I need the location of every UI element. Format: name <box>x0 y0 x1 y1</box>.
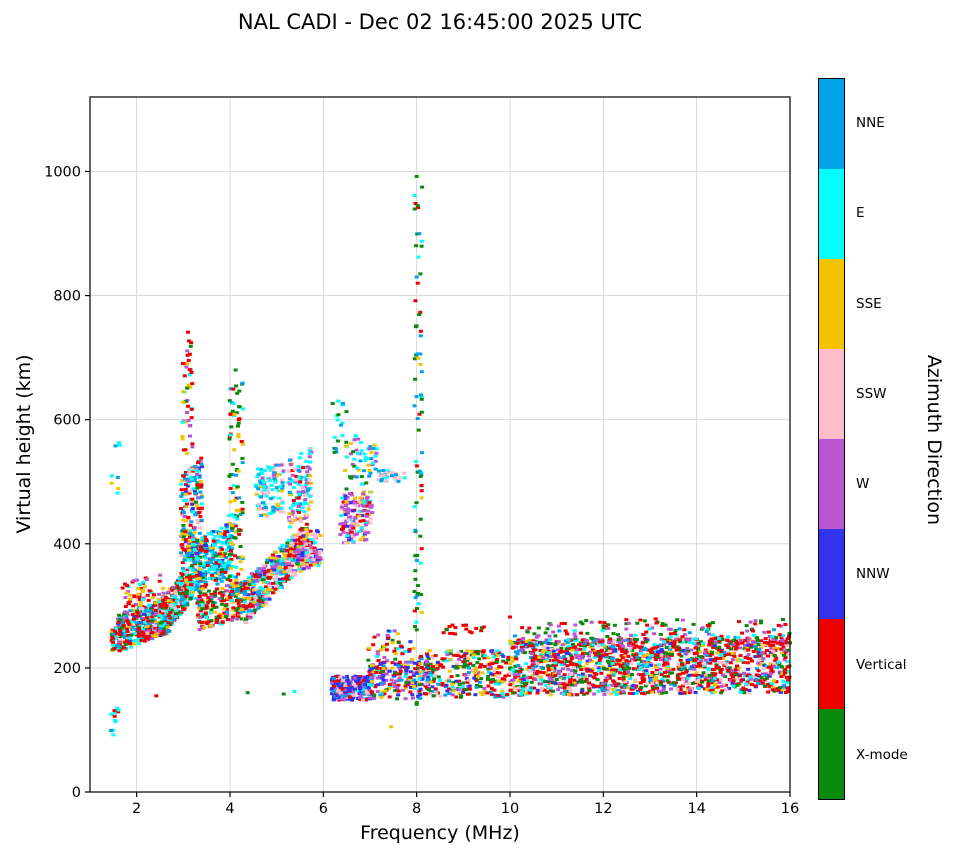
colorbar-label-X-mode: X-mode <box>856 746 908 763</box>
x-tick-label: 14 <box>687 801 705 817</box>
colorbar-swatch-Vertical <box>819 619 844 709</box>
colorbar-label-E: E <box>856 205 865 222</box>
colorbar-label-SSE: SSE <box>856 295 882 312</box>
colorbar-swatch-SSW <box>819 349 844 439</box>
y-tick-label: 200 <box>53 661 81 677</box>
colorbar-swatch-NNE <box>819 79 844 169</box>
azimuth-colorbar <box>818 78 845 800</box>
y-tick-label: 800 <box>53 289 81 305</box>
x-tick-label: 16 <box>781 801 799 817</box>
colorbar-label-NNW: NNW <box>856 566 890 583</box>
chart-title: NAL CADI - Dec 02 16:45:00 2025 UTC <box>237 10 643 34</box>
y-axis-label: Virtual height (km) <box>13 354 35 534</box>
colorbar-label-NNE: NNE <box>856 115 885 132</box>
colorbar-swatch-E <box>819 169 844 259</box>
x-tick-label: 10 <box>501 801 519 817</box>
y-tick-label: 1000 <box>44 164 81 180</box>
x-tick-label: 12 <box>594 801 612 817</box>
colorbar-swatch-W <box>819 439 844 529</box>
axis-frame <box>89 96 791 793</box>
colorbar-label-Vertical: Vertical <box>856 656 907 673</box>
y-tick-label: 600 <box>53 413 81 429</box>
colorbar-swatch-NNW <box>819 529 844 619</box>
scatter-points <box>109 174 792 737</box>
x-tick-label: 2 <box>132 801 141 817</box>
colorbar-label-W: W <box>856 476 870 493</box>
x-tick-label: 8 <box>412 801 421 817</box>
colorbar-swatch-X-mode <box>819 709 844 799</box>
colorbar-label-SSW: SSW <box>856 385 887 402</box>
y-tick-label: 400 <box>53 537 81 553</box>
axis-ticks: 2 4 6 8 10 12 14 16 0 200 400 600 800 1000 <box>44 164 799 817</box>
x-axis-label: Frequency (MHz) <box>360 822 520 844</box>
x-tick-label: 4 <box>225 801 234 817</box>
y-tick-label: 0 <box>72 785 81 801</box>
colorbar-swatch-SSE <box>819 259 844 349</box>
colorbar-title: Azimuth Direction <box>923 354 945 526</box>
x-tick-label: 6 <box>319 801 328 817</box>
grid-lines <box>90 97 791 792</box>
